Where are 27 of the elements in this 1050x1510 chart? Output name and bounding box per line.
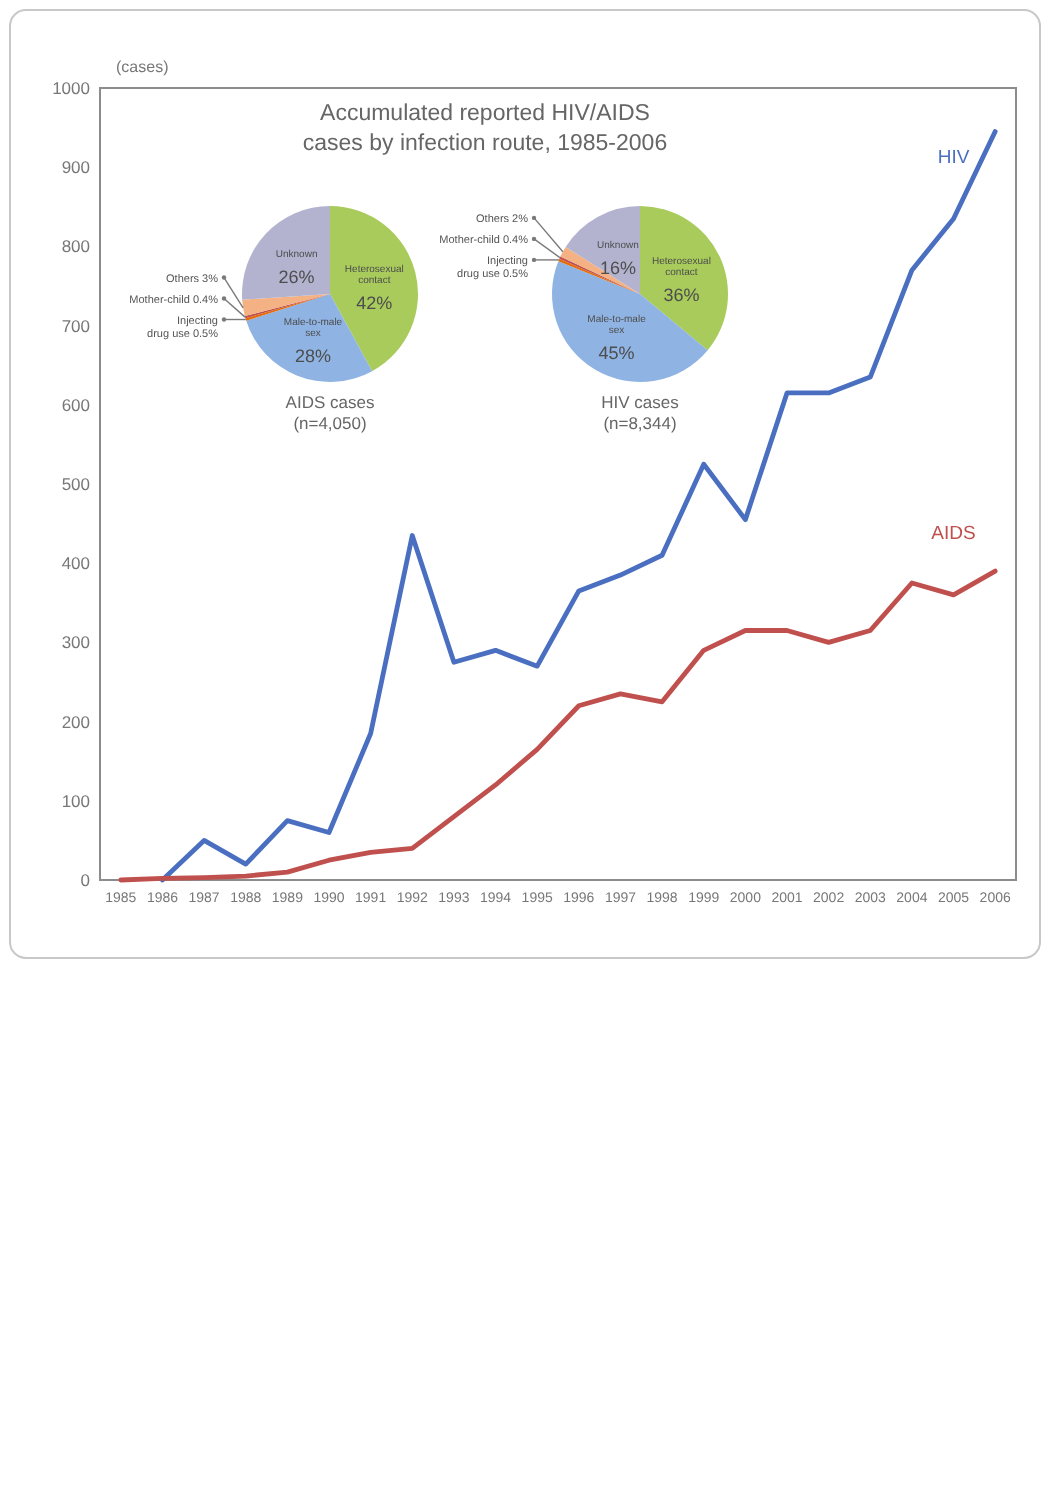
y-tick-label: 700	[61, 315, 91, 336]
y-tick-label: 100	[61, 790, 91, 811]
y-tick-label: 200	[61, 711, 91, 732]
y-tick-label: 500	[61, 474, 91, 494]
data-label: 28%	[294, 346, 332, 367]
y-axis-title: (cases)	[116, 58, 170, 76]
data-label: 26%	[278, 267, 315, 288]
y-tick-label: 800	[61, 236, 91, 257]
data-label: 16%	[599, 258, 636, 279]
y-tick-label: 1000	[52, 78, 91, 98]
data-label: 45%	[598, 343, 635, 364]
series-label: AIDS	[931, 522, 976, 545]
y-tick-label: 300	[61, 632, 91, 653]
y-tick-label: 600	[61, 394, 91, 415]
text: Accumulated reported HIV/AIDS cases by infection route, 1985-2006	[302, 102, 668, 156]
y-tick-label: 900	[61, 157, 91, 178]
series-label: HIV	[937, 146, 971, 169]
pie-slice	[560, 246, 640, 294]
text: AIDS cases (n=4,050)	[285, 392, 375, 433]
line-series	[118, 568, 998, 883]
y-tick-label: 0	[80, 870, 91, 890]
data-label: 36%	[663, 284, 700, 305]
y-tick-label: 400	[61, 553, 91, 574]
data-label: 42%	[356, 292, 393, 313]
text: HIV cases (n=8,344)	[601, 392, 679, 433]
pie-slice	[552, 261, 708, 382]
pie-slice	[242, 206, 330, 300]
